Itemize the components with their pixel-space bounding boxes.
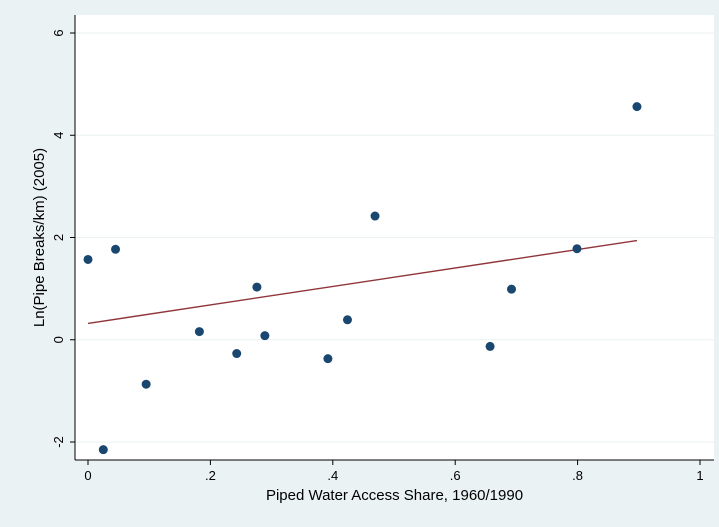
y-axis-ticks: -2 0 2 4 6 — [51, 29, 75, 448]
data-point — [98, 445, 108, 455]
data-point — [111, 244, 121, 254]
data-point — [194, 327, 204, 337]
data-point — [507, 284, 517, 294]
data-point — [260, 331, 270, 341]
data-point — [632, 102, 642, 112]
x-tick-label: .6 — [450, 468, 461, 483]
data-point — [83, 254, 93, 264]
x-tick-label: .8 — [572, 468, 583, 483]
data-points — [83, 102, 642, 455]
y-tick-label: 4 — [51, 132, 66, 139]
data-point — [252, 282, 262, 292]
data-point — [370, 211, 380, 221]
grid-lines — [75, 32, 714, 443]
data-point — [572, 244, 582, 254]
data-point — [141, 379, 151, 389]
data-point — [232, 349, 242, 359]
y-tick-label: -2 — [51, 436, 66, 448]
y-tick-label: 0 — [51, 336, 66, 343]
x-tick-label: 0 — [84, 468, 91, 483]
x-axis-ticks: 0 .2 .4 .6 .8 1 — [84, 460, 704, 483]
x-tick-label: 1 — [696, 468, 703, 483]
x-tick-label: .4 — [327, 468, 338, 483]
data-point — [342, 315, 352, 325]
y-tick-label: 6 — [51, 29, 66, 36]
x-axis-title: Piped Water Access Share, 1960/1990 — [266, 487, 523, 504]
data-point — [485, 341, 495, 351]
data-point — [323, 354, 333, 364]
y-axis-title: Ln(Pipe Breaks/km) (2005) — [31, 148, 48, 327]
fit-line-group — [87, 239, 638, 325]
y-tick-label: 2 — [51, 234, 66, 241]
x-tick-label: .2 — [205, 468, 216, 483]
fitted-line — [87, 239, 638, 325]
